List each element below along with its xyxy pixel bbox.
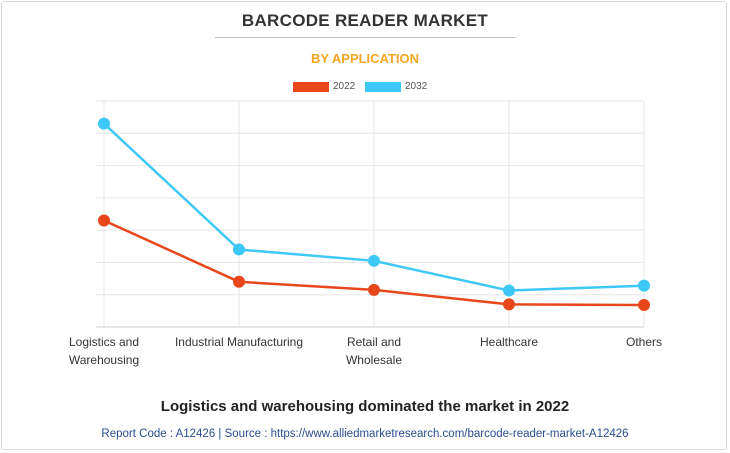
footer-headline: Logistics and warehousing dominated the … [160, 398, 570, 415]
data-point-2032-0[interactable] [98, 117, 110, 130]
legend-label-2032: 2032 [405, 81, 428, 92]
legend: 2022 2032 [0, 79, 730, 95]
data-point-2032-3[interactable] [503, 284, 515, 297]
data-point-2022-3[interactable] [503, 298, 515, 311]
series-lines [98, 117, 650, 312]
x-tick-label: Healthcare [480, 335, 538, 349]
footer-source: Report Code : A12426 | Source : https://… [101, 428, 629, 440]
data-point-2032-1[interactable] [233, 243, 245, 256]
x-tick-labels: Logistics and Warehousing Industrial Manuf… [69, 335, 662, 367]
title-divider [215, 37, 515, 38]
data-point-2022-2[interactable] [368, 283, 380, 296]
data-point-2022-0[interactable] [98, 214, 110, 227]
data-point-2032-4[interactable] [638, 279, 650, 292]
legend-label-2022: 2022 [333, 81, 356, 92]
x-tick-label: Others [626, 335, 662, 349]
legend-swatch-2032 [365, 82, 401, 92]
chart-title: BARCODE READER MARKET [241, 11, 489, 30]
x-tick-label: Industrial Manufacturing [175, 335, 303, 349]
x-tick-label: Retail and Wholesale [346, 335, 402, 367]
legend-swatch-2022 [293, 82, 329, 92]
data-point-2022-1[interactable] [233, 275, 245, 288]
chart-subtitle: BY APPLICATION [310, 51, 420, 66]
data-point-2022-4[interactable] [638, 299, 650, 312]
data-point-2032-2[interactable] [368, 254, 380, 267]
x-tick-label: Logistics and Warehousing [69, 335, 139, 367]
